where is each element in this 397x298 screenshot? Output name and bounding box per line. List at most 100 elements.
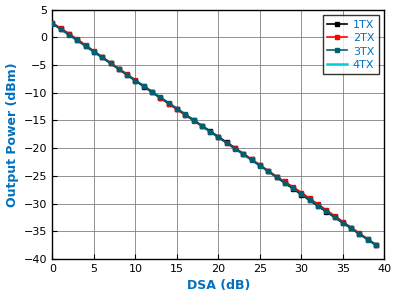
4TX	[158, 96, 163, 99]
4TX	[365, 238, 370, 241]
4TX	[199, 124, 204, 128]
3TX	[141, 84, 146, 88]
4TX	[349, 226, 354, 230]
2TX	[116, 67, 121, 70]
4TX	[299, 192, 304, 196]
4TX	[249, 158, 254, 162]
1TX	[258, 164, 262, 167]
2TX	[282, 180, 287, 183]
1TX	[133, 79, 138, 83]
3TX	[50, 22, 55, 26]
1TX	[58, 27, 63, 31]
1TX	[224, 141, 229, 144]
2TX	[249, 158, 254, 161]
4TX	[258, 164, 262, 167]
4TX	[266, 170, 271, 173]
1TX	[307, 199, 312, 202]
1TX	[100, 56, 105, 59]
1TX	[166, 102, 171, 105]
4TX	[324, 209, 329, 213]
4TX	[83, 44, 88, 48]
2TX	[183, 113, 188, 117]
2TX	[349, 226, 354, 229]
2TX	[191, 119, 196, 122]
3TX	[67, 33, 71, 37]
2TX	[299, 191, 304, 194]
1TX	[332, 215, 337, 219]
4TX	[166, 101, 171, 105]
2TX	[83, 44, 88, 47]
2TX	[100, 55, 105, 59]
1TX	[175, 107, 179, 111]
3TX	[125, 73, 129, 77]
4TX	[208, 130, 212, 133]
1TX	[199, 124, 204, 128]
1TX	[365, 238, 370, 241]
4TX	[341, 221, 345, 224]
3TX	[341, 221, 345, 224]
3TX	[324, 209, 329, 213]
1TX	[274, 175, 279, 179]
4TX	[133, 78, 138, 82]
1TX	[349, 227, 354, 230]
1TX	[208, 129, 212, 133]
2TX	[141, 84, 146, 88]
3TX	[58, 27, 63, 31]
1TX	[141, 85, 146, 89]
2TX	[241, 152, 246, 156]
4TX	[282, 181, 287, 184]
2TX	[266, 169, 271, 173]
1TX	[83, 44, 88, 47]
2TX	[158, 96, 163, 100]
3TX	[241, 153, 246, 156]
1TX	[50, 22, 55, 25]
2TX	[208, 130, 212, 134]
4TX	[108, 61, 113, 65]
2TX	[199, 125, 204, 128]
1TX	[266, 169, 271, 173]
1TX	[374, 243, 378, 247]
4TX	[100, 56, 105, 59]
2TX	[175, 108, 179, 111]
2TX	[274, 175, 279, 178]
3TX	[266, 170, 271, 173]
3TX	[274, 175, 279, 179]
2TX	[75, 38, 80, 41]
2TX	[224, 141, 229, 145]
4TX	[224, 141, 229, 145]
1TX	[92, 50, 96, 53]
2TX	[67, 32, 71, 35]
3TX	[191, 118, 196, 122]
4TX	[316, 204, 320, 207]
2TX	[216, 136, 221, 139]
1TX	[249, 158, 254, 161]
3TX	[158, 96, 163, 99]
3TX	[249, 158, 254, 162]
3TX	[282, 181, 287, 184]
2TX	[50, 21, 55, 25]
3TX	[150, 90, 154, 94]
3TX	[75, 39, 80, 42]
Line: 1TX: 1TX	[50, 21, 378, 247]
1TX	[67, 32, 71, 36]
3TX	[332, 215, 337, 219]
1TX	[282, 181, 287, 185]
4TX	[183, 113, 188, 116]
2TX	[332, 214, 337, 218]
1TX	[191, 118, 196, 122]
1TX	[108, 62, 113, 65]
4TX	[216, 135, 221, 139]
4TX	[374, 243, 378, 247]
1TX	[116, 67, 121, 71]
3TX	[199, 124, 204, 128]
1TX	[75, 38, 80, 42]
4TX	[175, 107, 179, 111]
1TX	[233, 146, 237, 150]
4TX	[67, 33, 71, 37]
1TX	[316, 204, 320, 208]
Y-axis label: Output Power (dBm): Output Power (dBm)	[6, 62, 19, 207]
2TX	[92, 49, 96, 53]
2TX	[166, 102, 171, 105]
4TX	[274, 175, 279, 179]
4TX	[116, 67, 121, 71]
